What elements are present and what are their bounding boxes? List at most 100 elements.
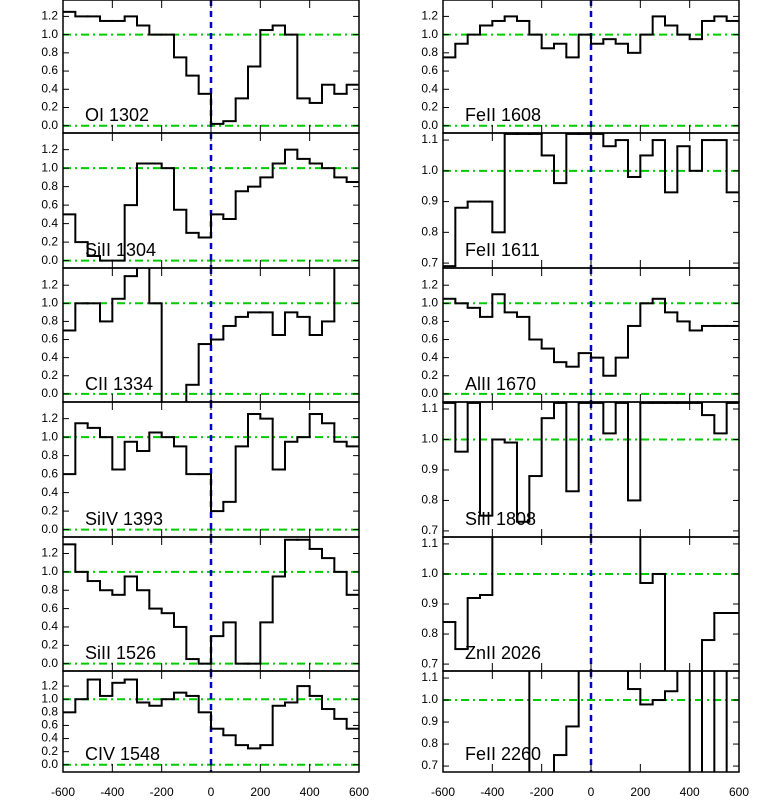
y-tick-label: 0.8 [41,448,58,462]
panel [443,133,739,268]
y-tick-label: 1.0 [421,27,438,41]
y-tick-label: 0.2 [421,100,438,114]
y-tick-label: 0.8 [41,45,58,59]
y-tick-label: 0.2 [41,744,58,758]
y-tick-label: 0.6 [421,332,438,346]
panel [443,402,739,537]
y-tick-label: 0.0 [41,118,58,132]
y-tick-label: 0.0 [41,522,58,536]
y-tick-label: 1.0 [41,429,58,443]
y-tick-label: 0.8 [421,45,438,59]
y-tick-label: 0.7 [421,255,438,269]
x-tick-label: 200 [250,785,270,799]
x-tick-label: 600 [349,785,369,799]
y-tick-label: 1.0 [421,432,438,446]
y-tick-label: 1.0 [421,566,438,580]
y-tick-label: 0.8 [41,704,58,718]
y-tick-label: 0.4 [421,350,438,364]
y-tick-label: 1.0 [41,691,58,705]
y-tick-label: 0.8 [421,224,438,238]
x-tick-label: 400 [680,785,700,799]
y-tick-label: 0.0 [41,656,58,670]
y-tick-label: 0.7 [421,523,438,537]
panel [63,0,359,133]
y-tick-label: 0.0 [41,386,58,400]
y-tick-label: 0.8 [421,493,438,507]
line-label: OI 1302 [85,105,149,125]
y-tick-label: 1.2 [421,9,438,23]
y-tick-label: 0.8 [41,179,58,193]
y-tick-label: 1.1 [421,401,438,415]
y-tick-label: 0.6 [41,466,58,480]
y-tick-label: 1.0 [41,160,58,174]
x-tick-label: 600 [729,785,749,799]
y-tick-label: 1.0 [41,564,58,578]
line-label: FeII 1608 [465,105,541,125]
y-tick-label: 1.2 [41,9,58,23]
y-tick-label: 1.0 [41,27,58,41]
y-tick-label: 0.7 [421,758,438,772]
y-tick-label: 1.1 [421,670,438,684]
y-tick-label: 0.0 [421,118,438,132]
line-label: SiII 1304 [85,240,156,260]
x-tick-label: 0 [588,785,595,799]
line-label: CIV 1548 [85,744,160,764]
x-tick-label: -200 [530,785,554,799]
y-tick-label: 0.6 [421,63,438,77]
y-tick-label: 1.0 [421,163,438,177]
y-tick-label: 1.2 [41,142,58,156]
y-tick-label: 0.4 [41,731,58,745]
y-tick-label: 0.9 [421,596,438,610]
x-tick-label: -600 [431,785,455,799]
y-tick-label: 1.1 [421,132,438,146]
x-tick-label: 0 [208,785,215,799]
y-tick-label: 0.9 [421,462,438,476]
y-tick-label: 0.8 [421,626,438,640]
y-tick-label: 1.2 [41,678,58,692]
y-tick-label: 0.8 [41,582,58,596]
y-tick-label: 1.0 [421,692,438,706]
y-tick-label: 0.4 [41,350,58,364]
x-tick-label: 200 [630,785,650,799]
y-tick-label: 0.4 [41,216,58,230]
y-tick-label: 0.7 [421,656,438,670]
line-label: FeII 2260 [465,744,541,764]
line-label: SiIV 1393 [85,509,163,529]
y-tick-label: 0.0 [41,757,58,771]
y-tick-label: 0.2 [41,637,58,651]
y-tick-label: 0.9 [421,714,438,728]
y-tick-label: 0.2 [41,368,58,382]
y-tick-label: 1.0 [421,295,438,309]
y-tick-label: 0.0 [421,386,438,400]
line-label: AlII 1670 [465,374,536,394]
y-tick-label: 0.4 [421,81,438,95]
y-tick-label: 0.6 [41,197,58,211]
line-label: ZnII 2026 [465,643,541,663]
y-tick-label: 1.0 [41,295,58,309]
y-tick-label: 1.2 [41,546,58,560]
y-tick-label: 0.2 [41,503,58,517]
y-tick-label: 0.2 [421,368,438,382]
y-tick-label: 0.8 [41,314,58,328]
panel [63,268,359,402]
line-label: CII 1334 [85,374,153,394]
y-tick-label: 0.4 [41,485,58,499]
y-tick-label: 0.0 [41,253,58,267]
y-tick-label: 0.8 [421,736,438,750]
y-tick-label: 0.6 [41,718,58,732]
y-tick-label: 0.2 [41,234,58,248]
y-tick-label: 0.2 [41,100,58,114]
y-tick-label: 1.2 [421,277,438,291]
panel [443,268,739,402]
y-tick-label: 0.6 [41,601,58,615]
line-label: SiII 1808 [465,509,536,529]
x-tick-label: -600 [51,785,75,799]
x-tick-label: -200 [150,785,174,799]
y-tick-label: 0.4 [41,619,58,633]
y-tick-label: 1.2 [41,411,58,425]
y-tick-label: 0.4 [41,81,58,95]
y-tick-label: 0.8 [421,314,438,328]
panel [443,537,739,671]
x-tick-label: -400 [480,785,504,799]
line-label: SiII 1526 [85,643,156,663]
